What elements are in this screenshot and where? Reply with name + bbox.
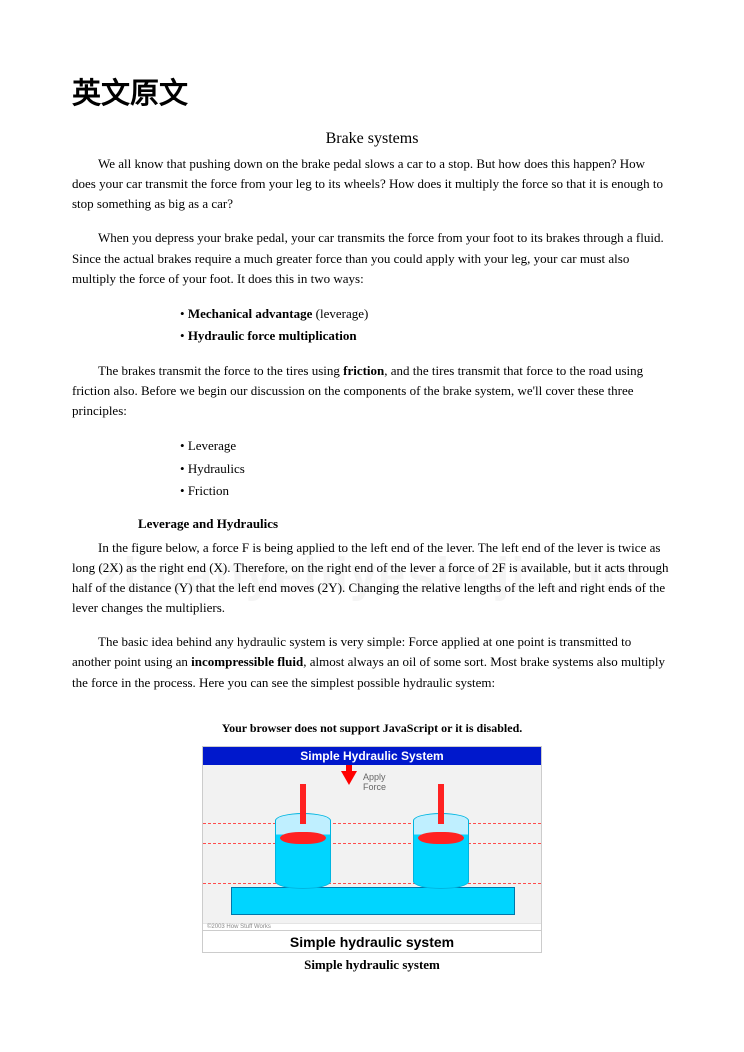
paragraph-4: In the figure below, a force F is being … [72,538,672,619]
piston-rod [300,784,306,824]
paragraph-3: The brakes transmit the force to the tir… [72,361,672,421]
list-item: Mechanical advantage (leverage) [180,303,672,325]
dashed-line [203,843,541,844]
bullet-list-1: Mechanical advantage (leverage) Hydrauli… [72,303,672,347]
list-item: Hydraulics [180,458,672,480]
diagram-caption-outer: Simple hydraulic system [72,957,672,973]
apply-force-label: ApplyForce [363,773,386,793]
list-item: Friction [180,480,672,502]
piston-rod [438,784,444,824]
paragraph-5: The basic idea behind any hydraulic syst… [72,632,672,692]
diagram-header: Simple Hydraulic System [203,747,541,765]
paragraph-2: When you depress your brake pedal, your … [72,228,672,288]
paragraph-1: We all know that pushing down on the bra… [72,154,672,214]
dashed-line [203,883,541,884]
base-pipe [231,887,515,915]
apply-force-arrow-icon [341,771,357,785]
hydraulic-diagram: Simple Hydraulic System ApplyForce ©2003… [202,746,542,953]
article-title: Brake systems [72,130,672,148]
main-title: 英文原文 [72,70,672,112]
diagram-copyright: ©2003 How Stuff Works [203,923,541,930]
diagram-body: ApplyForce [203,765,541,923]
piston [280,832,326,844]
list-item: Hydraulic force multiplication [180,325,672,347]
dashed-line [203,823,541,824]
cylinder-left [275,813,331,889]
bullet-list-2: Leverage Hydraulics Friction [72,435,672,501]
list-item: Leverage [180,435,672,457]
javascript-disabled-note: Your browser does not support JavaScript… [72,721,672,736]
cylinder-right [413,813,469,889]
diagram-caption-inner: Simple hydraulic system [203,930,541,952]
section-heading: Leverage and Hydraulics [138,516,672,532]
piston [418,832,464,844]
